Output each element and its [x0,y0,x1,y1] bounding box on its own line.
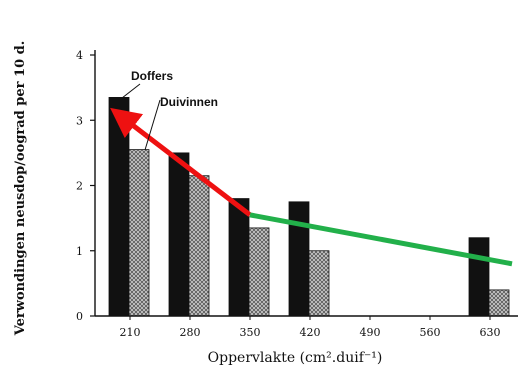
x-tick-label: 420 [300,326,321,339]
legend-pointer-duivinnen [144,99,161,151]
y-tick-label: 2 [76,180,83,193]
bar-duivinnen [488,289,510,317]
y-axis-title: Verwondingen neusdop/oograd per 10 d. [13,41,28,337]
green-line-annotation [249,212,513,267]
bar-duivinnen [248,227,270,317]
bar-doffers [168,152,190,317]
legend-label-duivinnen: Duivinnen [160,95,218,109]
y-tick-label: 4 [76,49,83,62]
y-tick-label: 0 [76,310,83,323]
x-axis-title: Oppervlakte (cm².duif⁻¹) [208,350,383,366]
bar-duivinnen [188,175,210,317]
x-tick-label: 630 [480,326,501,339]
bar-doffers [468,237,490,317]
bar-doffers [108,97,130,317]
red-arrow-annotation [110,107,252,217]
y-tick-label: 3 [76,114,83,127]
bar-duivinnen [308,250,330,317]
y-tick-label: 1 [76,245,83,258]
legend-pointer-doffers [121,83,141,99]
x-tick-label: 280 [180,326,201,339]
x-tick-label: 350 [240,326,261,339]
x-tick-label: 210 [120,326,141,339]
x-tick-label: 560 [420,326,441,339]
x-tick-label: 490 [360,326,381,339]
bar-duivinnen [128,149,150,317]
bar-doffers [288,201,310,317]
bar-doffers [228,198,250,317]
legend-label-doffers: Doffers [131,69,173,83]
